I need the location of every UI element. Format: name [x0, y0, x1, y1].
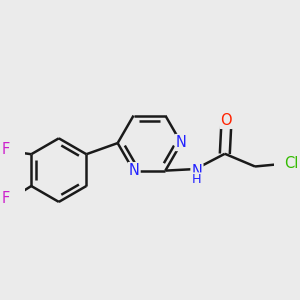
Text: H: H — [192, 173, 202, 186]
Text: Cl: Cl — [284, 156, 298, 171]
Text: F: F — [2, 191, 10, 206]
Text: N: N — [176, 135, 187, 150]
Text: N: N — [191, 164, 203, 179]
Text: O: O — [220, 113, 232, 128]
Text: N: N — [129, 163, 140, 178]
Text: F: F — [2, 142, 10, 157]
